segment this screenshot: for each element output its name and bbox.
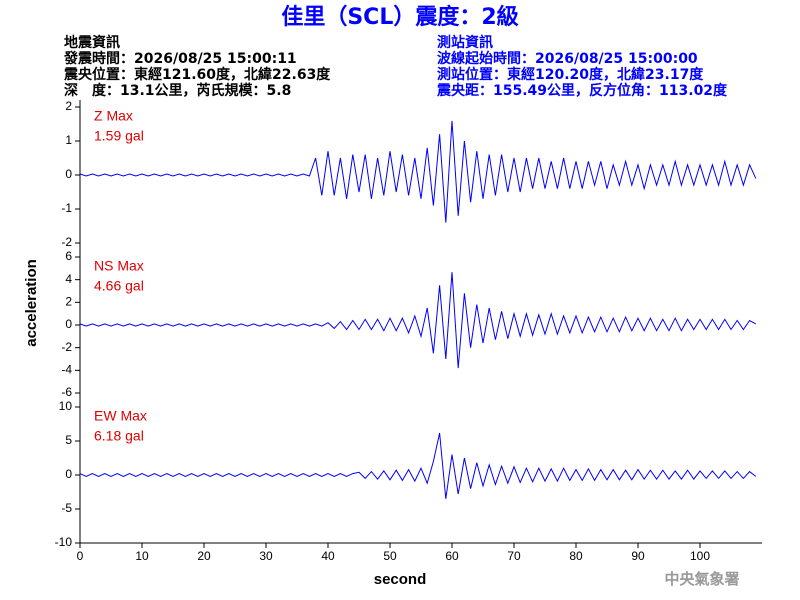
station-info: 波線起始時間：2026/08/25 15:00:00 — [437, 50, 698, 67]
y-tick-label: 1 — [65, 133, 72, 147]
waveform — [79, 272, 757, 369]
y-tick-label: -2 — [61, 235, 72, 249]
y-tick-label: -10 — [55, 535, 73, 549]
x-tick-label: 80 — [569, 549, 583, 563]
y-tick-label: 0 — [65, 467, 72, 481]
y-tick-label: 4 — [65, 272, 72, 286]
y-tick-label: -5 — [61, 501, 72, 515]
quake-info: 震央位置：東經121.60度，北緯22.63度 — [63, 66, 331, 83]
y-tick-label: 10 — [59, 399, 73, 413]
y-tick-label: 2 — [65, 295, 72, 309]
x-tick-label: 30 — [259, 549, 273, 563]
y-tick-label: -1 — [61, 201, 72, 215]
max-annotation: 4.66 gal — [94, 278, 144, 294]
x-tick-label: 50 — [383, 549, 397, 563]
max-annotation: 1.59 gal — [94, 128, 144, 144]
waveform — [79, 432, 757, 499]
y-tick-label: 6 — [65, 249, 72, 263]
y-axis-label: acceleration — [23, 259, 40, 347]
quake-info: 發震時間：2026/08/25 15:00:11 — [63, 50, 297, 67]
y-tick-label: 2 — [65, 99, 72, 113]
max-annotation: EW Max — [94, 408, 147, 424]
x-tick-label: 20 — [197, 549, 211, 563]
station-info: 震央距：155.49公里，反方位角：113.02度 — [436, 82, 728, 99]
station-info: 測站位置：東經120.20度，北緯23.17度 — [437, 66, 704, 83]
x-tick-label: 100 — [690, 549, 710, 563]
y-tick-label: -2 — [61, 340, 72, 354]
waveform — [79, 120, 757, 223]
x-tick-label: 10 — [135, 549, 149, 563]
x-tick-label: 70 — [507, 549, 521, 563]
x-tick-label: 90 — [631, 549, 645, 563]
y-tick-label: -6 — [61, 385, 72, 399]
title: 佳里（SCL）震度：2級 — [281, 4, 518, 30]
x-tick-label: 40 — [321, 549, 335, 563]
y-tick-label: -4 — [61, 363, 72, 377]
y-tick-label: 0 — [65, 167, 72, 181]
max-annotation: Z Max — [94, 108, 133, 124]
x-tick-label: 0 — [77, 549, 84, 563]
x-tick-label: 60 — [445, 549, 459, 563]
y-tick-label: 5 — [65, 433, 72, 447]
quake-info: 深 度：13.1公里，芮氏規模：5.8 — [64, 82, 291, 99]
y-tick-label: 0 — [65, 317, 72, 331]
credit: 中央氣象署 — [664, 570, 739, 588]
max-annotation: 6.18 gal — [94, 428, 144, 444]
station-info: 測站資訊 — [437, 34, 493, 51]
x-axis-label: second — [374, 571, 427, 588]
quake-info: 地震資訊 — [64, 34, 120, 51]
max-annotation: NS Max — [94, 258, 144, 274]
